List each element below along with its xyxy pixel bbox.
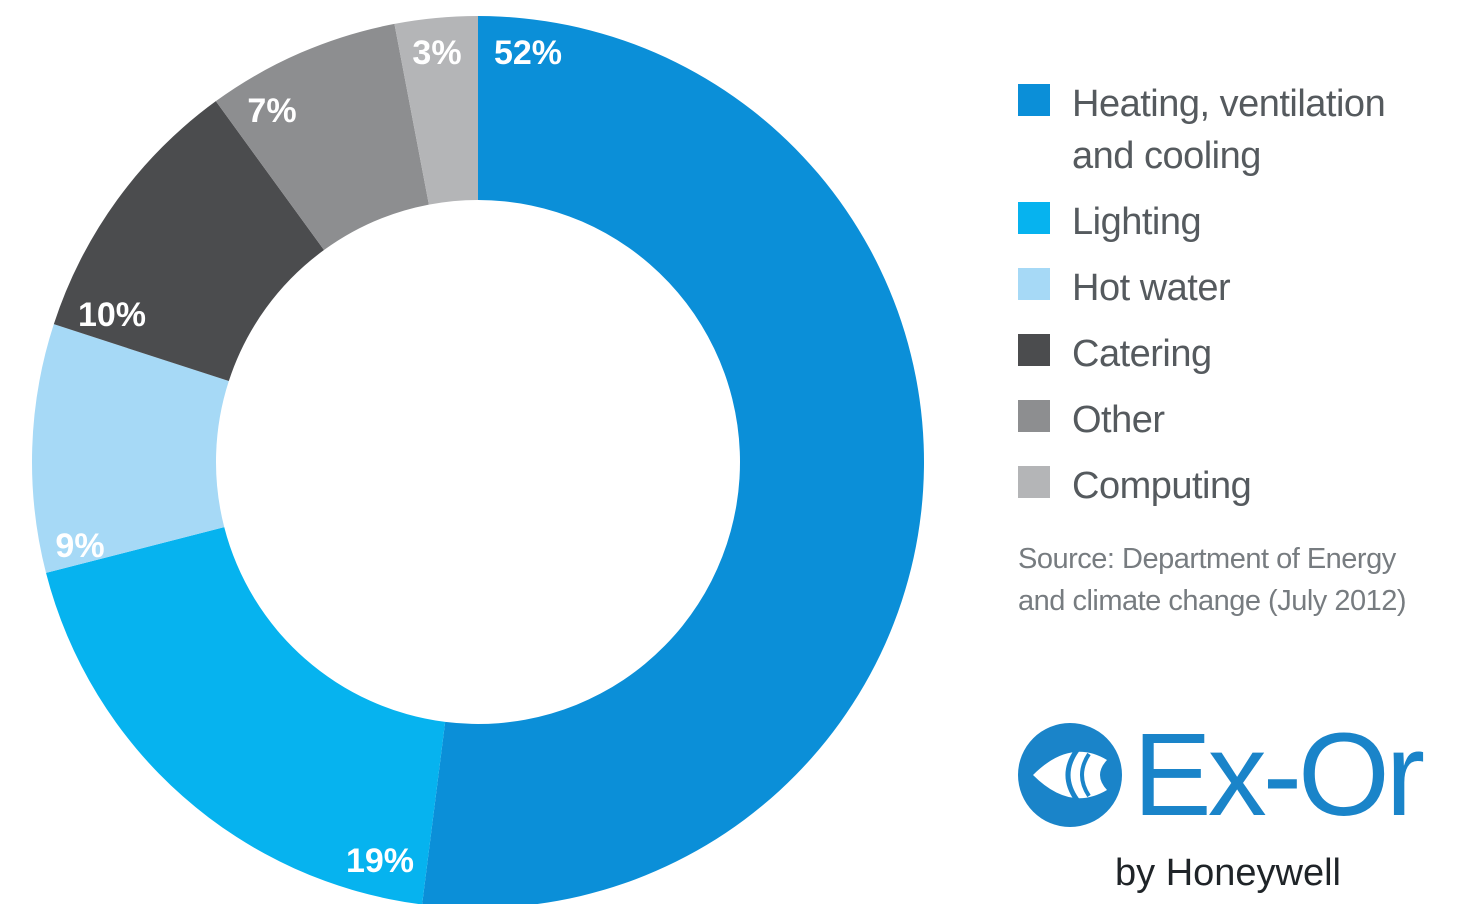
legend-swatch-computing — [1018, 466, 1050, 498]
legend-item-other: Other — [1018, 394, 1458, 446]
slice-label-computing: 3% — [412, 34, 461, 72]
slice-hot-water — [31, 324, 229, 573]
legend-item-computing: Computing — [1018, 460, 1458, 512]
slice-label-lighting: 19% — [346, 842, 414, 880]
legend-item-catering: Catering — [1018, 328, 1458, 380]
legend-item-heating: Heating, ventilation and cooling — [1018, 78, 1458, 182]
slice-label-catering: 10% — [78, 296, 146, 334]
ex-or-logo-icon — [1018, 723, 1122, 827]
legend-swatch-lighting — [1018, 202, 1050, 234]
legend-label-catering: Catering — [1072, 333, 1212, 375]
slice-catering — [53, 101, 325, 382]
legend: Heating, ventilation and cooling Lightin… — [1018, 78, 1458, 526]
brand-logo: Ex-Or by Honeywell — [1015, 710, 1465, 904]
slice-computing — [394, 16, 478, 205]
slice-heating-ventilation-and-cooling — [422, 16, 924, 904]
legend-swatch-catering — [1018, 334, 1050, 366]
legend-label-heating: Heating, ventilation and cooling — [1072, 83, 1386, 177]
slice-lighting — [46, 527, 446, 904]
slice-label-heating-ventilation-and-cooling: 52% — [494, 34, 562, 72]
brand-name: Ex-Or — [1133, 709, 1425, 841]
legend-swatch-hot-water — [1018, 268, 1050, 300]
legend-item-hot-water: Hot water — [1018, 262, 1458, 314]
slice-label-other: 7% — [247, 92, 296, 130]
legend-item-lighting: Lighting — [1018, 196, 1458, 248]
slice-other — [215, 23, 429, 251]
legend-label-other: Other — [1072, 399, 1165, 441]
legend-label-lighting: Lighting — [1072, 201, 1202, 243]
donut-chart: 52% 19% 9% 10% 7% 3% — [31, 16, 924, 904]
source-note: Source: Department of Energy and climate… — [1018, 543, 1407, 617]
slice-label-hot-water: 9% — [55, 527, 104, 565]
legend-swatch-other — [1018, 400, 1050, 432]
legend-label-computing: Computing — [1072, 465, 1252, 507]
legend-swatch-heating — [1018, 84, 1050, 116]
brand-subtitle: by Honeywell — [1115, 852, 1341, 894]
legend-label-hot-water: Hot water — [1072, 267, 1231, 309]
